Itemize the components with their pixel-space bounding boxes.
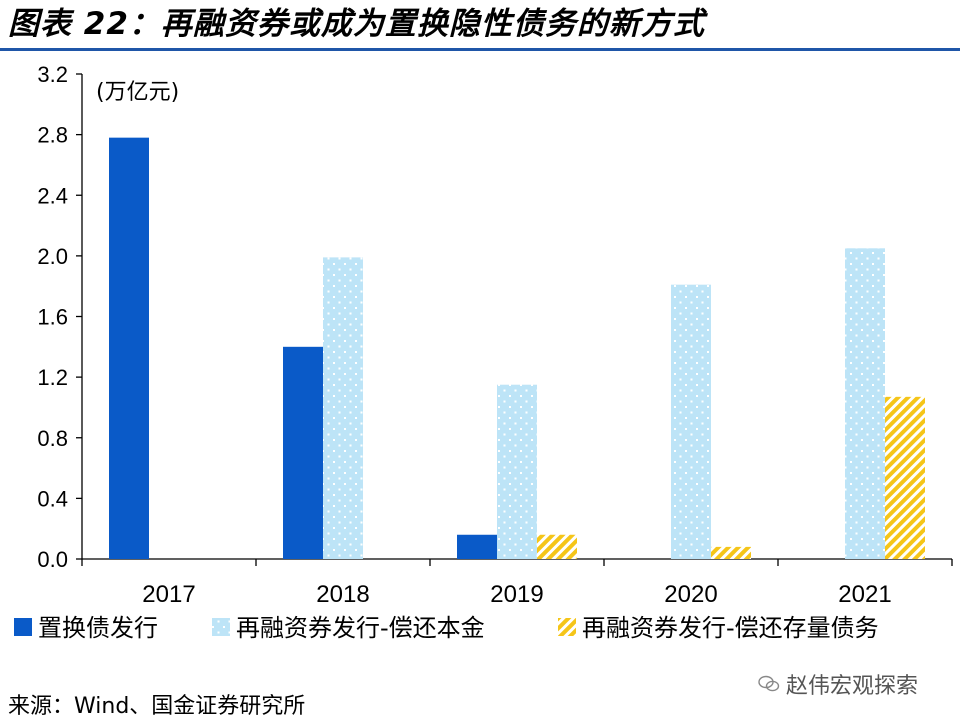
bar-3-2020 xyxy=(711,546,751,559)
watermark: 赵伟宏观探索 xyxy=(758,668,918,700)
bar-1-2017 xyxy=(109,137,149,559)
legend-label-1: 置换债发行 xyxy=(38,614,158,642)
y-tick-label: 1.6 xyxy=(37,305,68,330)
bar-2-2018 xyxy=(323,257,363,559)
y-tick-label: 0.4 xyxy=(37,486,68,511)
wechat-icon xyxy=(758,675,780,693)
y-tick-label: 2.8 xyxy=(37,123,68,148)
x-tick-label: 2018 xyxy=(316,581,369,608)
y-tick-label: 2.0 xyxy=(37,244,68,269)
y-tick-label: 3.2 xyxy=(37,62,68,87)
legend-swatch-1 xyxy=(14,618,32,636)
title-rule xyxy=(0,48,960,51)
watermark-text: 赵伟宏观探索 xyxy=(786,674,919,699)
source-note: 来源：Wind、国金证券研究所 xyxy=(8,694,306,719)
bar-1-2018 xyxy=(283,346,323,559)
x-tick-label: 2019 xyxy=(490,581,543,608)
x-tick-label: 2017 xyxy=(142,581,195,608)
bar-3-2019 xyxy=(537,534,577,559)
x-tick-label: 2020 xyxy=(664,581,717,608)
bar-chart: 0.0 0.4 0.8 1.2 1.6 2.0 2.4 2.8 3.2 2017 2018 2019 2… xyxy=(14,62,953,642)
bar-2-2020 xyxy=(671,284,711,559)
legend-label-2: 再融资券发行-偿还本金 xyxy=(236,614,485,642)
legend-swatch-3 xyxy=(558,618,576,636)
y-tick-label: 0.0 xyxy=(37,547,68,572)
chart-title: 图表 22：再融资券或成为置换隐性债务的新方式 xyxy=(8,6,705,42)
bar-1-2019 xyxy=(457,534,497,559)
y-tick-label: 0.8 xyxy=(37,426,68,451)
y-tick-label: 2.4 xyxy=(37,183,68,208)
legend-swatch-2 xyxy=(212,618,230,636)
bar-2-2019 xyxy=(497,384,537,559)
y-tick-label: 1.2 xyxy=(37,365,68,390)
bar-2-2021 xyxy=(845,248,885,559)
bar-3-2021 xyxy=(885,396,925,559)
unit-label: (万亿元) xyxy=(96,80,179,105)
x-tick-label: 2021 xyxy=(838,581,891,608)
legend-label-3: 再融资券发行-偿还存量债务 xyxy=(582,614,879,642)
